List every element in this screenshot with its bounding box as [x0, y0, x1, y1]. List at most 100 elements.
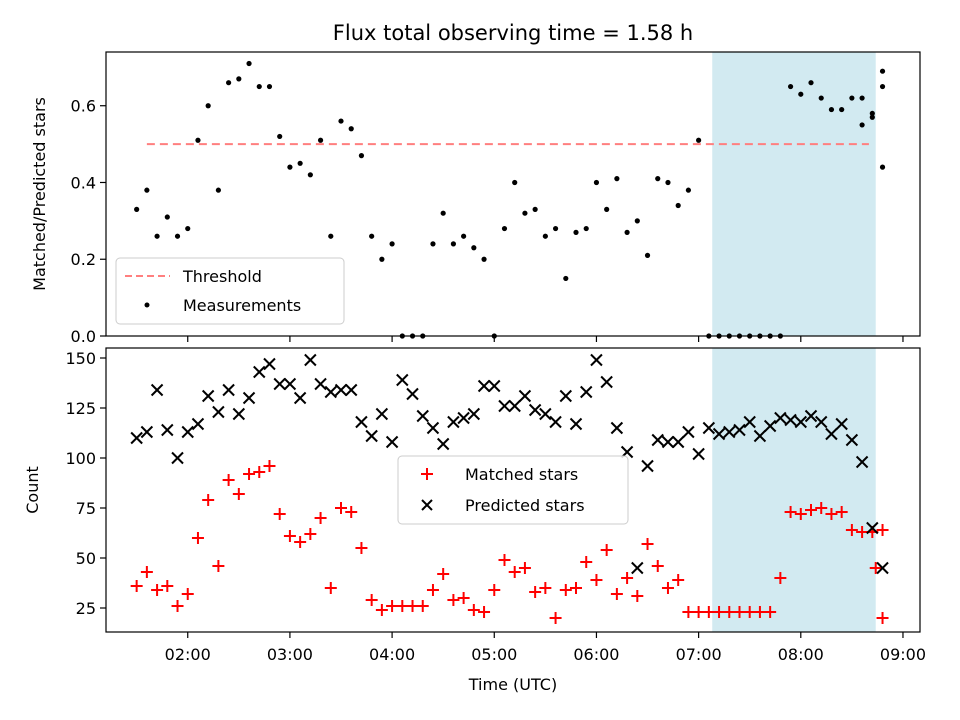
top-y-axis-label: Matched/Predicted stars — [30, 97, 49, 291]
measurement-point — [185, 225, 191, 232]
x-b — [304, 353, 317, 367]
matched-star-point — [743, 606, 756, 618]
measurement-point — [696, 137, 702, 143]
measurement-point — [256, 83, 262, 90]
matched-star-point — [457, 592, 470, 604]
predicted-star-point — [661, 435, 675, 449]
bottom-y-tick-label: 125 — [65, 399, 96, 418]
matched-star-point — [610, 588, 623, 600]
measurement-point — [461, 233, 467, 239]
x-b — [794, 415, 808, 429]
measurement-point — [174, 233, 181, 239]
matched-star-point — [702, 606, 715, 618]
x-b — [447, 415, 460, 429]
matched-star-point — [774, 572, 787, 584]
measurement-point — [246, 60, 252, 67]
x-b — [130, 431, 143, 445]
bottom-x-tick-label: 03:00 — [267, 645, 313, 664]
bottom-x-tick-label: 09:00 — [880, 645, 926, 664]
legend-predicted-swatch — [421, 499, 433, 511]
predicted-star-point — [682, 425, 695, 439]
x-b — [314, 377, 327, 391]
measurement-point — [236, 76, 242, 82]
measurement-point — [134, 206, 140, 212]
matched-star-point — [498, 554, 511, 566]
x-b — [866, 521, 879, 535]
measurement-point — [348, 126, 354, 132]
measurement-point — [358, 153, 365, 159]
measurement-point — [869, 110, 875, 117]
measurement-point — [839, 106, 845, 113]
matched-star-point — [355, 542, 368, 554]
matched-star-point — [651, 560, 664, 572]
predicted-star-point — [804, 409, 818, 423]
predicted-star-point — [140, 425, 154, 439]
bottom-y-axis-label: Count — [23, 466, 42, 514]
top-y-tick-label: 0.4 — [71, 173, 96, 192]
measurement-point — [205, 103, 211, 109]
x-b — [253, 365, 266, 379]
matched-star-point — [386, 600, 399, 612]
matched-star-point — [549, 612, 562, 624]
measurement-point — [297, 160, 303, 166]
bottom-y-tick-label: 150 — [65, 349, 96, 368]
matched-star-point — [835, 506, 848, 518]
bottom-x-ticks: 02:00 03:00 04:00 05:00 06:00 07:00 08:00 09:00 — [165, 632, 926, 664]
matched-star-point — [559, 584, 572, 596]
matched-star-point — [631, 590, 644, 602]
measurement-point — [879, 68, 886, 74]
measurement-point — [787, 83, 794, 90]
predicted-star-point — [580, 385, 593, 399]
predicted-star-point — [712, 427, 726, 441]
measurement-point — [808, 80, 814, 86]
predicted-star-point — [845, 433, 859, 447]
matched-star-point — [876, 524, 889, 536]
legend-measurements-label: Measurements — [183, 296, 301, 315]
matched-star-point — [375, 604, 388, 616]
matched-star-point — [845, 524, 858, 536]
x-b — [293, 391, 307, 405]
legend-measurements-swatch — [144, 302, 150, 308]
bottom-x-tick-label: 07:00 — [676, 645, 722, 664]
matched-star-point — [171, 600, 184, 612]
measurement-point — [450, 241, 456, 247]
x-b — [171, 451, 184, 465]
x-b — [539, 407, 552, 421]
matched-star-point — [539, 582, 552, 594]
matched-star-point — [733, 606, 746, 618]
measurement-point — [328, 233, 334, 239]
predicted-star-point — [385, 435, 399, 449]
legend-predicted-label: Predicted stars — [465, 496, 585, 515]
legend-threshold-label: Threshold — [182, 267, 262, 286]
matched-star-point — [273, 508, 286, 520]
predicted-star-point — [488, 379, 501, 393]
predicted-star-point — [457, 411, 470, 425]
predicted-star-point — [375, 407, 389, 421]
predicted-star-point — [508, 399, 521, 413]
predicted-star-point — [212, 405, 225, 419]
matched-star-point — [794, 508, 807, 520]
measurement-point — [389, 241, 395, 247]
predicted-star-point — [794, 415, 808, 429]
predicted-star-point — [232, 407, 246, 421]
measurement-point — [440, 210, 446, 216]
x-b — [784, 413, 797, 427]
measurement-point — [634, 218, 640, 224]
predicted-star-point — [161, 423, 174, 437]
measurement-point — [317, 137, 324, 143]
matched-star-point — [130, 580, 143, 592]
predicted-star-point — [835, 417, 848, 431]
measurement-point — [828, 106, 835, 113]
matched-star-point — [580, 556, 593, 568]
matched-star-point — [345, 506, 358, 518]
x-b — [661, 435, 675, 449]
bottom-highlight-span — [712, 348, 876, 632]
top-axes-frame — [105, 51, 921, 337]
x-b — [590, 353, 603, 367]
matched-star-point — [314, 512, 327, 524]
predicted-star-point — [723, 425, 736, 439]
matched-star-point — [365, 594, 378, 606]
predicted-star-point — [825, 427, 838, 441]
predicted-star-point — [365, 429, 378, 443]
x-b — [212, 405, 225, 419]
